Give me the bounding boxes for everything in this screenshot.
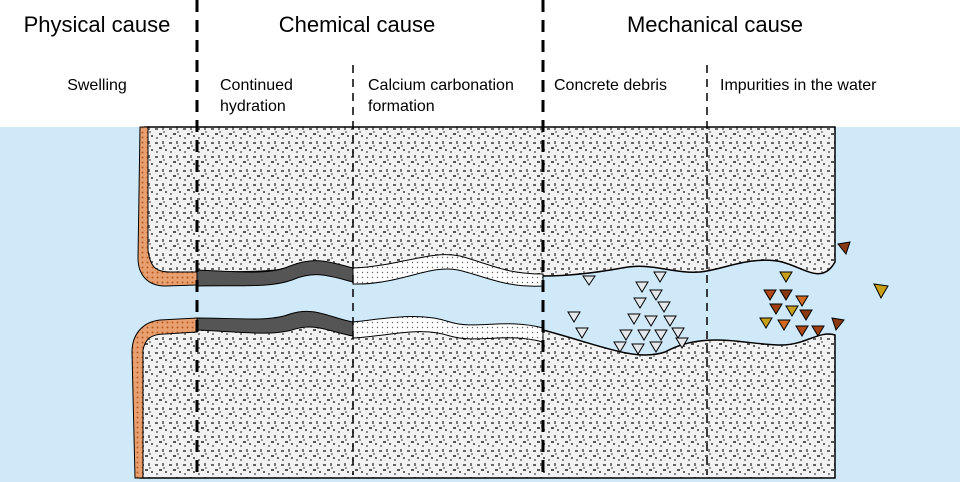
concrete-top	[144, 126, 836, 277]
section-title: Physical cause	[24, 12, 171, 37]
subsection-label: Impurities in the water	[720, 77, 877, 94]
concrete-bottom	[139, 315, 836, 479]
subsection-label: formation	[368, 98, 435, 115]
impurities	[759, 241, 889, 337]
subsection-label: Calcium carbonation	[368, 77, 514, 94]
subsection-label: hydration	[220, 98, 286, 115]
subsection-label: Swelling	[67, 77, 127, 94]
subsection-label: Continued	[220, 77, 293, 94]
dividers	[195, 0, 708, 475]
subsection-label: Concrete debris	[554, 77, 667, 94]
section-title: Chemical cause	[279, 12, 436, 37]
swelling-bottom	[131, 317, 198, 479]
concrete-debris	[567, 271, 689, 355]
section-title: Mechanical cause	[627, 12, 803, 37]
